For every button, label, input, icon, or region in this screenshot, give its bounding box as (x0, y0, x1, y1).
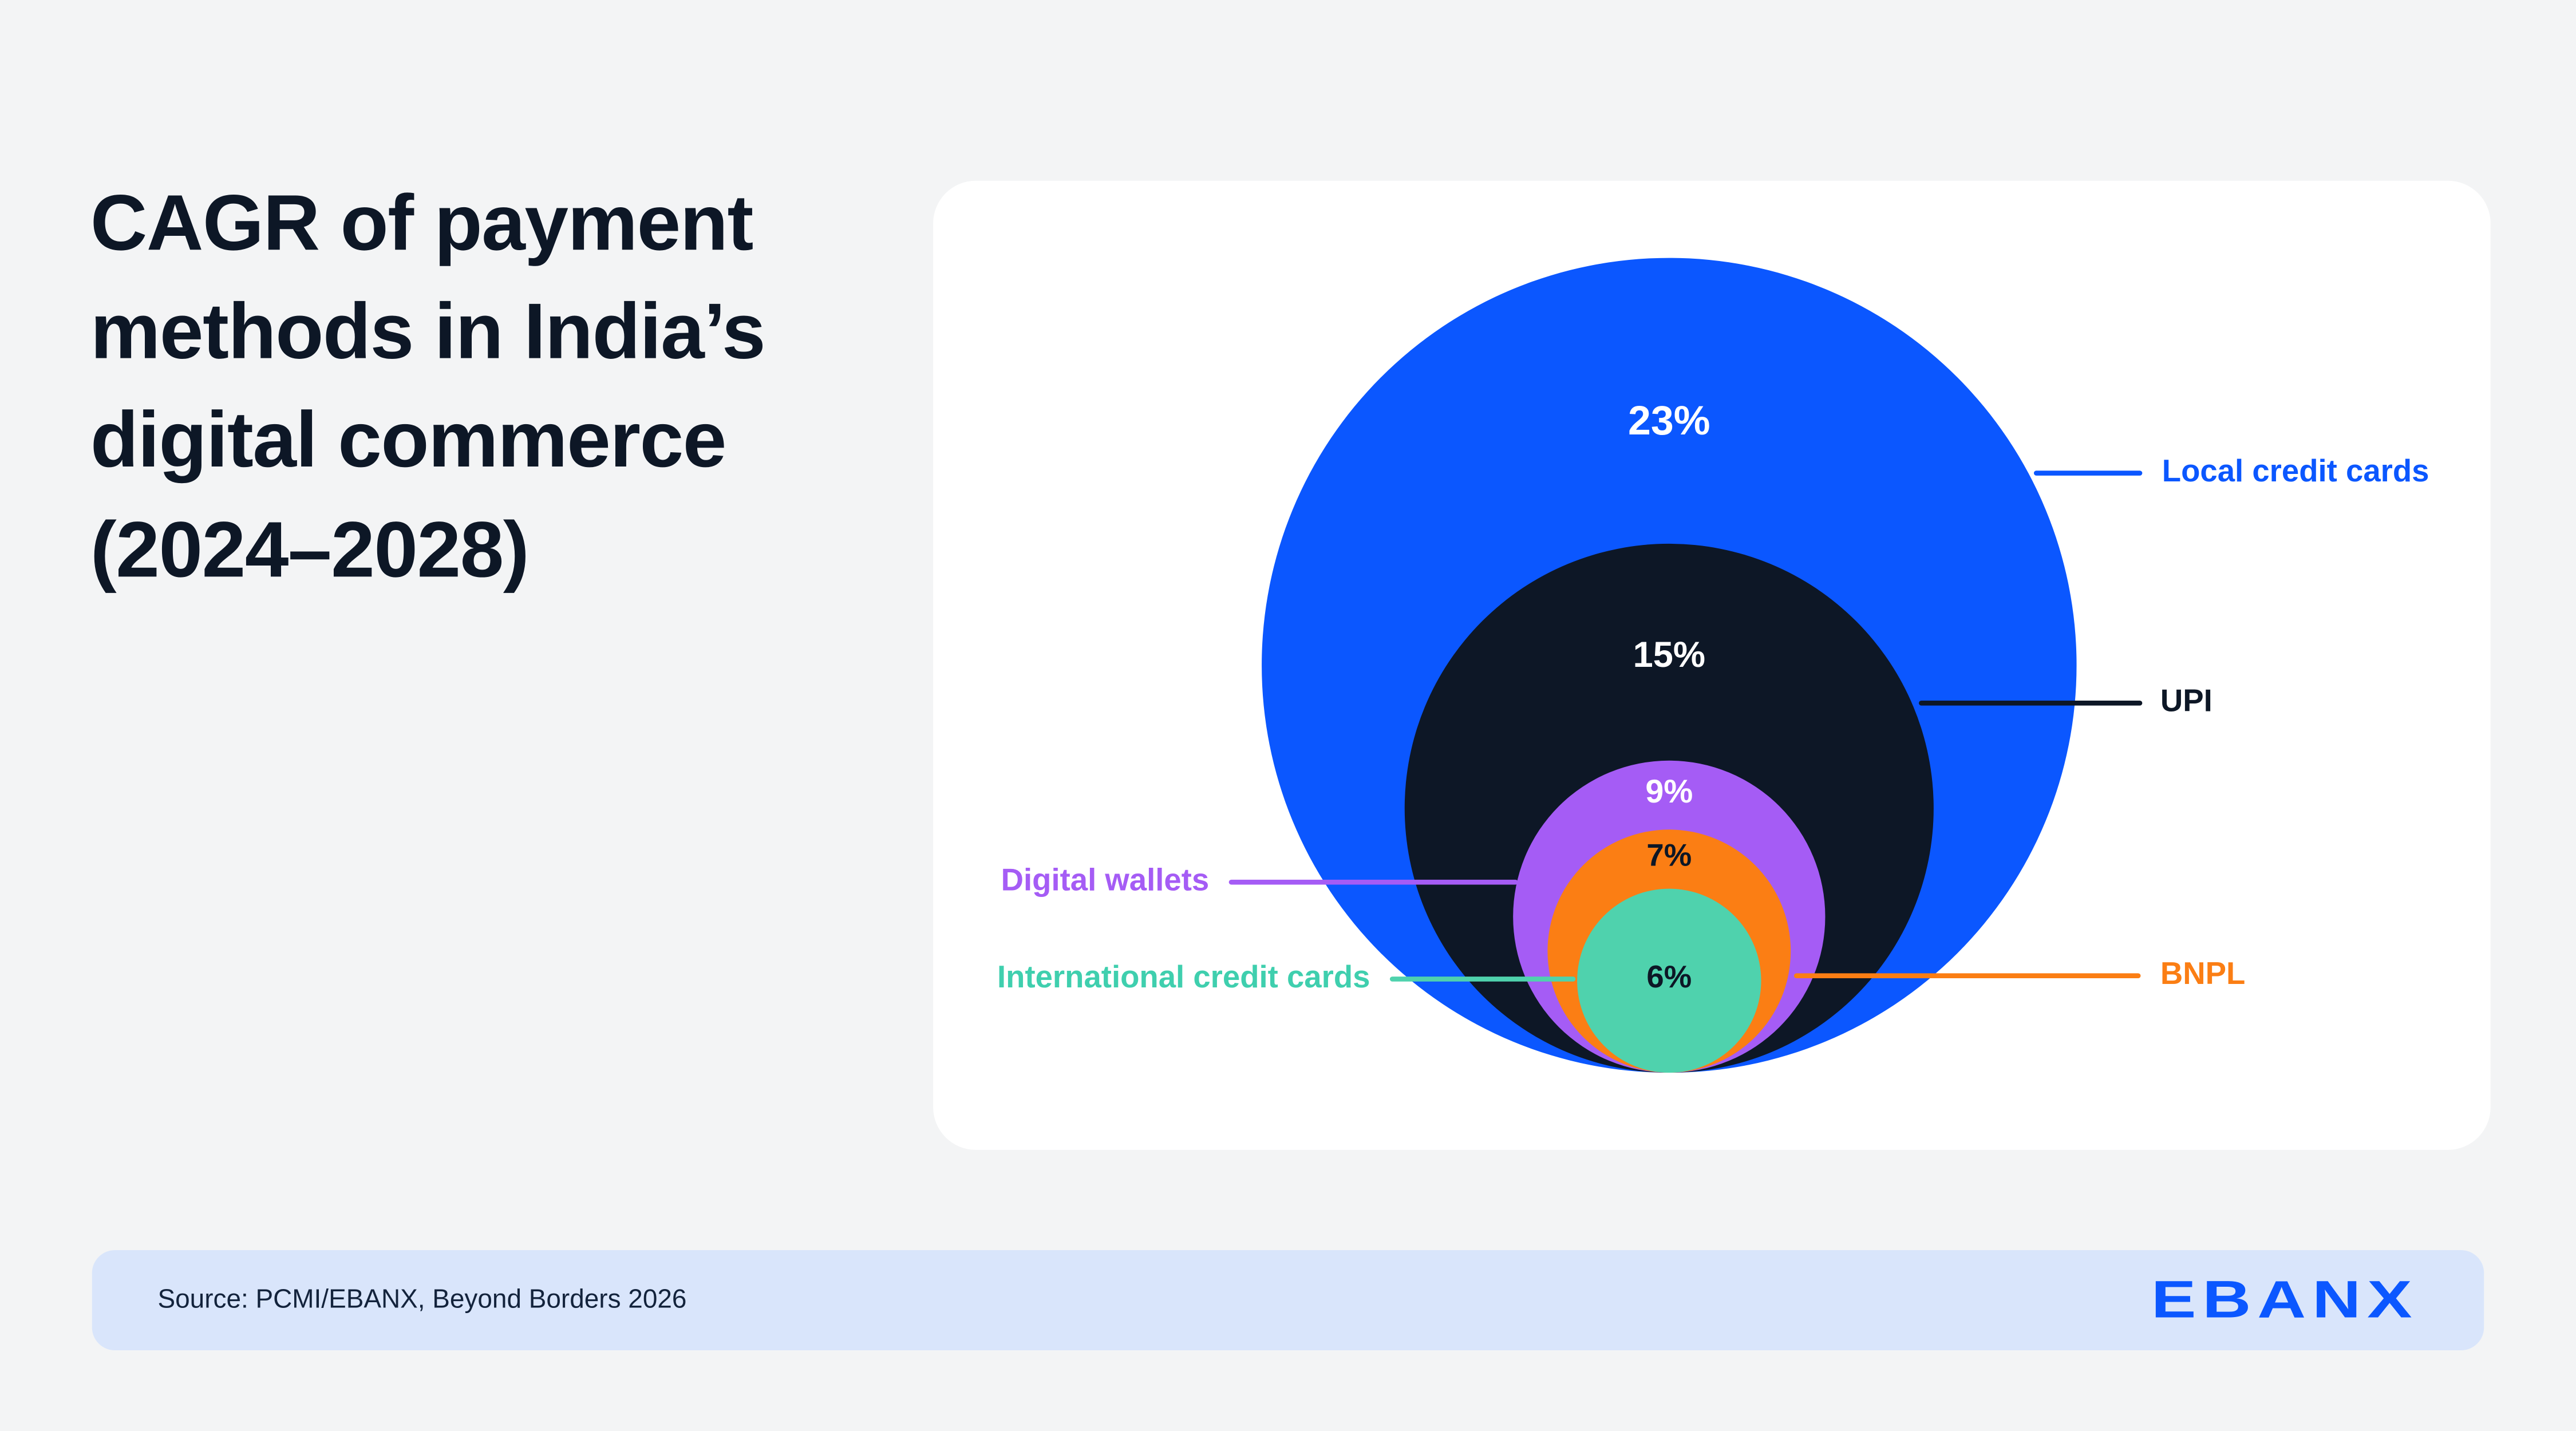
page-title: CAGR of payment methods in India’s digit… (90, 180, 766, 595)
series-label-digital-wallets: Digital wallets (1001, 864, 1210, 899)
value-label-bnpl: 7% (1646, 839, 1692, 874)
leader-line-bnpl (1793, 973, 2141, 979)
ebanx-logo: EBANX (2151, 1270, 2419, 1329)
value-label-digital-wallets: 9% (1645, 774, 1693, 811)
leader-line-upi (1919, 701, 2143, 706)
footer-bar: Source: PCMI/EBANX, Beyond Borders 2026 … (92, 1250, 2484, 1351)
bubble-international-credit-cards (1577, 888, 1761, 1073)
series-label-local-credit-cards: Local credit cards (2162, 454, 2429, 490)
value-label-local-credit-cards: 23% (1628, 398, 1710, 445)
value-label-international-credit-cards: 6% (1646, 960, 1692, 996)
series-label-bnpl: BNPL (2160, 958, 2246, 993)
value-label-upi: 15% (1633, 634, 1706, 675)
leader-line-local-credit-cards (2033, 471, 2143, 476)
leader-line-digital-wallets (1228, 879, 1518, 885)
series-label-international-credit-cards: International credit cards (997, 960, 1370, 996)
leader-line-international-credit-cards (1389, 977, 1576, 982)
series-label-upi: UPI (2160, 685, 2212, 720)
source-text: Source: PCMI/EBANX, Beyond Borders 2026 (157, 1285, 687, 1314)
